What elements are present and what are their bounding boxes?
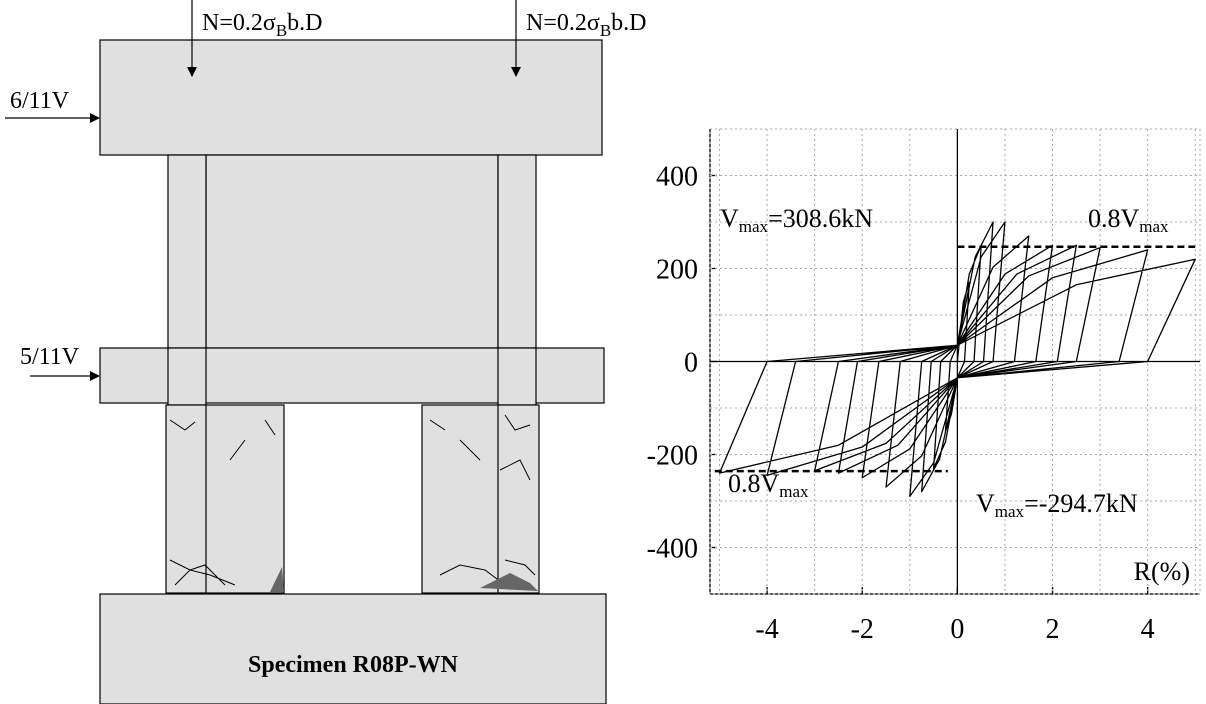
y-tick-label: 0	[684, 348, 698, 379]
annotation: Vmax=-294.7kN	[976, 489, 1138, 521]
x-axis-label: R(%)	[1134, 557, 1190, 586]
plot-frame	[709, 128, 1201, 595]
cracks	[169, 414, 536, 586]
annotation: 0.8Vmax	[728, 469, 809, 501]
annotation: Vmax=308.6kN	[720, 204, 873, 236]
x-tick-label: 2	[1046, 614, 1060, 645]
lateral-load-label: 6/11V	[10, 88, 70, 114]
x-tick-label: -4	[755, 614, 778, 645]
top-beam	[99, 39, 603, 156]
wall-panel	[205, 154, 499, 349]
y-tick-label: -200	[647, 441, 698, 472]
x-tick-label: 4	[1141, 614, 1155, 645]
lateral-load-label: 5/11V	[20, 344, 80, 370]
upper-column	[497, 347, 537, 406]
specimen-diagram	[99, 39, 607, 704]
hysteresis-curve	[718, 221, 1196, 497]
upper-column	[167, 347, 207, 406]
axial-load-label: N=0.2σBb.D	[526, 10, 647, 40]
lower-wall	[165, 404, 285, 594]
x-tick-label: 0	[950, 614, 964, 645]
x-tick-label: -2	[851, 614, 874, 645]
spalling	[270, 567, 538, 592]
lower-wall	[421, 404, 540, 594]
specimen-label: Specimen R08P-WN	[248, 652, 459, 678]
y-tick-label: 200	[656, 255, 698, 286]
y-tick-label: 400	[656, 162, 698, 193]
chart: 4 2 0 -2 -4 400 200 0 -200 -400 Vmax=308.6kN 0.8V…	[647, 128, 1201, 645]
y-tick-label: -400	[647, 534, 698, 565]
axial-load-label: N=0.2σBb.D	[202, 10, 323, 40]
annotation: 0.8Vmax	[1088, 204, 1169, 236]
foundation	[99, 593, 607, 704]
